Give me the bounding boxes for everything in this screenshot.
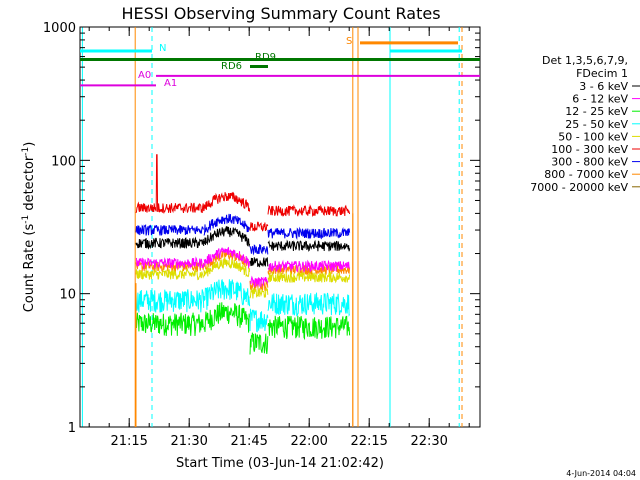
legend-label: 12 - 25 keV xyxy=(565,105,628,118)
y-axis-ticks: 1 10 100 1000 xyxy=(43,21,480,436)
flag-bars xyxy=(80,41,480,87)
y-tick-label: 1 xyxy=(68,421,76,436)
flag-label-rd6: RD6 xyxy=(221,61,242,72)
legend-label: 7000 - 20000 keV xyxy=(530,181,628,194)
series-line xyxy=(135,213,351,256)
y-tick-label: 10 xyxy=(59,288,76,303)
flag-label-s: S xyxy=(346,36,352,47)
series-line xyxy=(135,256,351,299)
series-line xyxy=(135,154,351,233)
plot-frame xyxy=(79,26,481,428)
y-tick-label: 100 xyxy=(51,154,76,169)
x-tick-label: 21:45 xyxy=(230,434,267,449)
x-tick-label: 22:15 xyxy=(350,434,387,449)
series-line xyxy=(135,246,351,288)
legend-label: 3 - 6 keV xyxy=(579,80,628,93)
series-line xyxy=(135,302,351,355)
x-axis-ticks: 21:15 21:30 21:45 22:00 22:15 22:30 xyxy=(88,27,470,449)
legend-label: 300 - 800 keV xyxy=(551,156,628,169)
x-tick-label: 21:30 xyxy=(170,434,207,449)
flag-label-n: N xyxy=(159,43,166,54)
x-axis-label: Start Time (03-Jun-14 21:02:42) xyxy=(176,456,384,471)
flag-label-a0: A0 xyxy=(138,70,151,81)
series-line xyxy=(135,249,351,291)
y-tick-label: 1000 xyxy=(43,21,76,36)
x-tick-label: 21:15 xyxy=(110,434,147,449)
flag-label-rd9: RD9 xyxy=(255,52,276,63)
chart-title: HESSI Observing Summary Count Rates xyxy=(121,4,440,23)
x-tick-label: 22:00 xyxy=(290,434,327,449)
legend-label: 6 - 12 keV xyxy=(572,93,628,106)
legend-header-line1: Det 1,3,5,6,7,9, xyxy=(542,54,628,67)
spacecraft-event-lines xyxy=(81,27,463,427)
legend-label: 50 - 100 keV xyxy=(558,130,628,143)
series-line xyxy=(135,225,351,268)
legend-label: 800 - 7000 keV xyxy=(544,168,628,181)
legend-header-line2: FDecim 1 xyxy=(576,67,628,80)
series-group xyxy=(135,154,354,427)
series-line xyxy=(135,279,351,333)
footer-timestamp: 4-Jun-2014 04:04 xyxy=(566,469,636,478)
legend-label: 25 - 50 keV xyxy=(565,118,628,131)
flag-label-a1: A1 xyxy=(164,78,177,89)
y-axis-label: Count Rate (s-1 detector-1) xyxy=(21,142,37,313)
legend-label: 100 - 300 keV xyxy=(551,143,628,156)
x-tick-label: 22:30 xyxy=(410,434,447,449)
